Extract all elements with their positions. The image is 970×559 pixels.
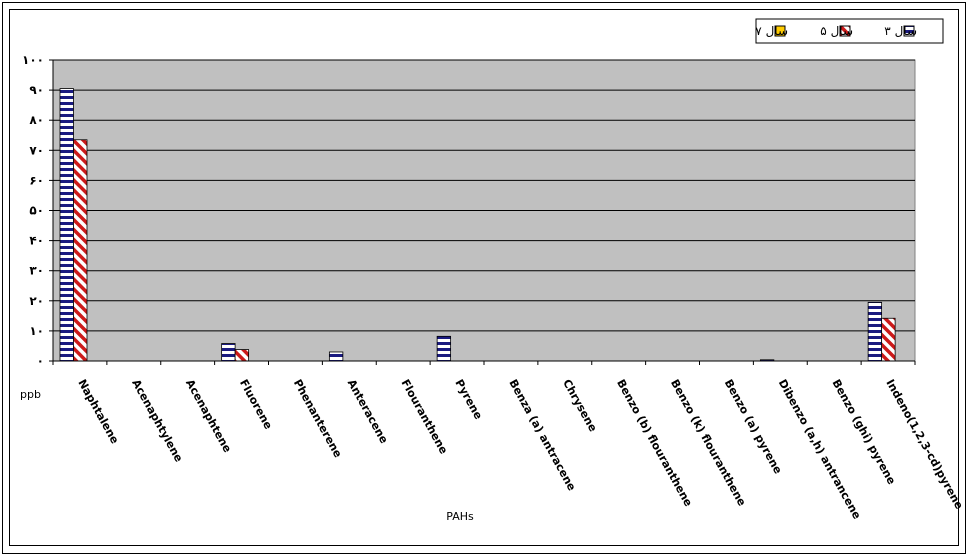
y-tick-label: ۳۰ [29,264,44,278]
bar [221,343,236,362]
x-tick-label: Flouranthene [399,377,451,456]
x-tick-label: Pyrene [452,377,485,421]
legend-label: سال ۳ [884,24,917,38]
y-tick-label: ۷۰ [29,143,44,157]
y-axis-ticks: ۰ ۱۰ ۲۰ ۳۰ ۴۰ ۵۰ ۶۰ ۷۰ ۸۰ ۹۰ ۱۰۰ [22,53,54,368]
bar [881,317,896,362]
x-tick-label: Fluorene [237,377,275,431]
x-tick-label: Naphtalene [75,377,121,446]
legend: سال ۳ سال ۵ سال ۷ [755,18,944,44]
bar [73,139,88,362]
x-tick-label: Chrysene [560,377,599,434]
legend-swatch [774,25,786,37]
bar [867,301,883,362]
bar [59,88,74,362]
x-tick-label: Phenanterene [291,377,345,460]
legend-label: سال ۵ [820,24,853,38]
y-tick-label: ۸۰ [29,113,44,127]
x-tick-label: Indeno(1,2,3-cd)pyrene [883,377,965,511]
y-tick-label: ۱۰۰ [22,53,44,67]
y-tick-label: ۶۰ [29,173,44,187]
y-tick-label: ۴۰ [29,234,44,248]
bar [234,349,250,362]
chart-border [9,9,959,546]
gridlines [53,59,915,332]
x-tick-label: Acenaphtene [183,377,234,455]
x-tick-label: Benzo (ghi) pyrene [830,377,899,487]
x-axis-label: PAHs [446,510,474,523]
x-tick-label: Anteracene [345,377,391,446]
y-tick-label: ۹۰ [29,83,44,97]
x-tick-label: Acenaphtylene [129,377,185,464]
y-axis-label: ppb [20,388,41,401]
y-tick-label: ۲۰ [29,294,44,308]
legend-swatch [839,25,851,37]
bar [436,335,452,362]
legend-swatch [903,25,915,37]
legend-label: سال ۷ [755,24,788,38]
y-tick-label: ۰ [37,354,44,368]
y-tick-label: ۱۰ [29,324,44,338]
x-tick-label: Benzo (a) pyrene [722,377,785,476]
y-tick-label: ۵۰ [29,204,44,218]
bar [328,351,344,362]
